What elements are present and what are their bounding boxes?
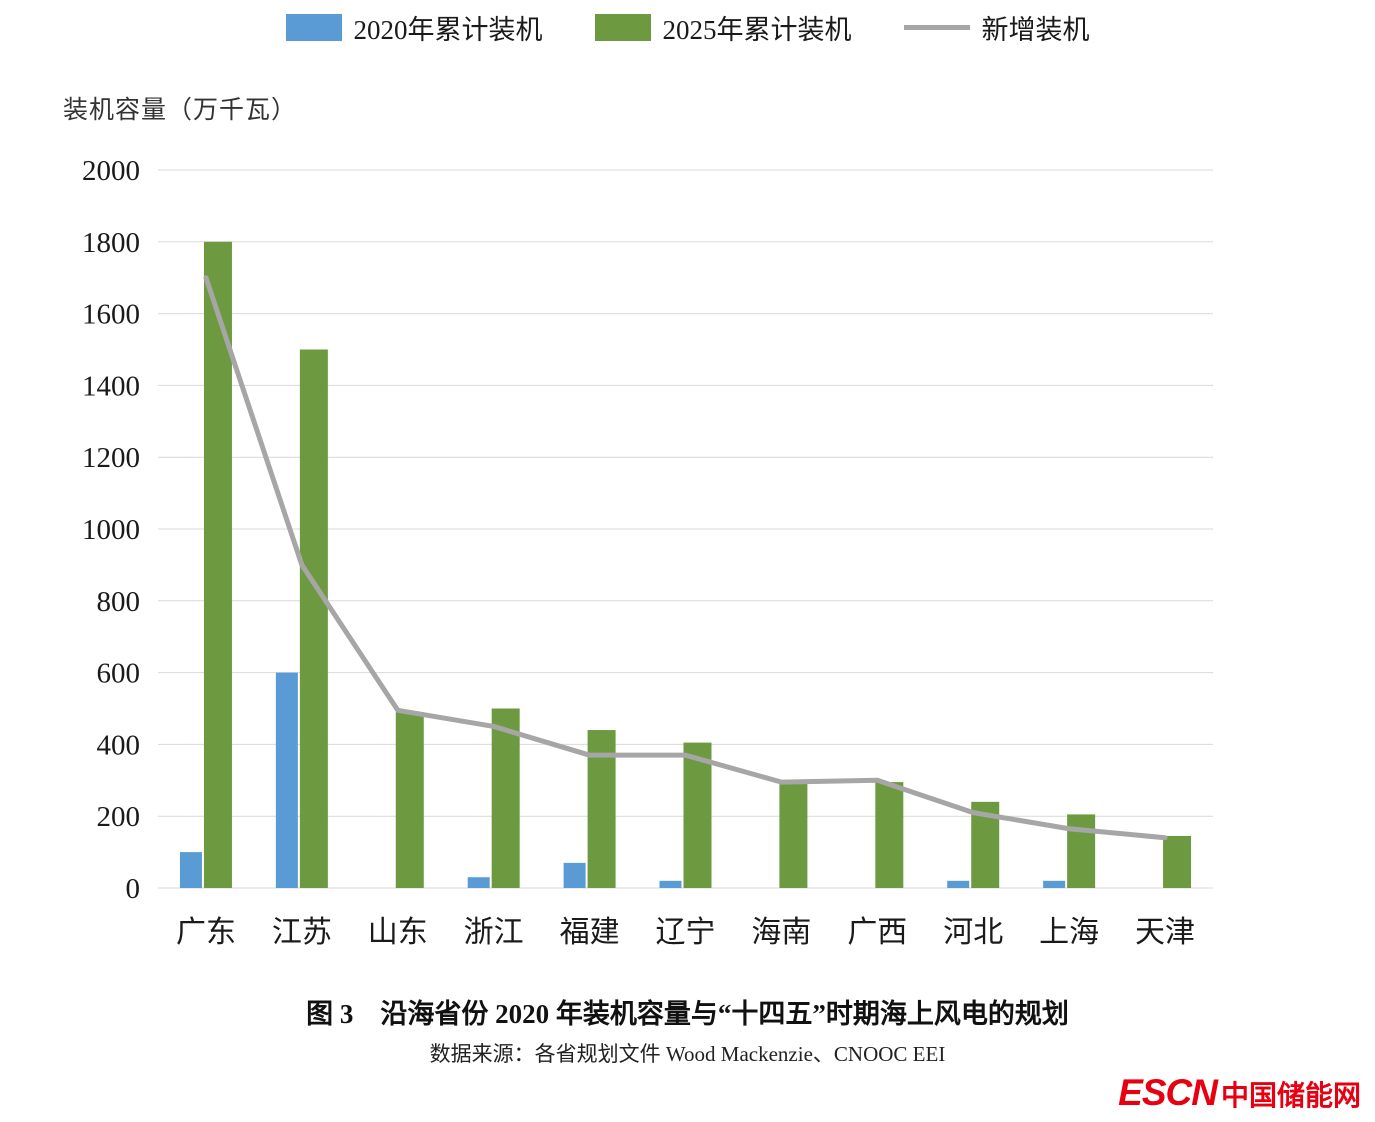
bar-2025年累计装机 [299,349,328,888]
x-axis-label: 海南 [751,916,811,949]
y-tick-label: 800 [97,586,141,618]
y-tick-label: 1600 [82,299,140,331]
logo-text-cn: 中国储能网 [1220,1080,1361,1111]
bar-2020年累计装机 [563,862,586,888]
legend-label-new: 新增装机 [981,15,1090,45]
y-tick-label: 2000 [82,155,140,187]
bar-2020年累计装机 [659,880,682,888]
legend-item-2025: 2025年累计装机 [594,8,852,47]
bar-2020年累计装机 [947,880,970,888]
escn-logo: ESCN 中国储能网 [1118,1072,1361,1114]
legend-swatch-2020 [285,14,342,41]
chart-plot: 0 200 400 600 800 1000 1200 1400 1600 1800 2000 广东 江… [82,155,1213,949]
x-axis-label: 福建 [560,916,620,949]
bar-2020年累计装机 [467,877,490,888]
x-axis-label: 辽宁 [656,916,716,949]
bar-2025年累计装机 [203,241,232,889]
bar-2025年累计装机 [1067,814,1096,888]
y-tick-label: 1000 [82,514,140,546]
legend-label-2025: 2025年累计装机 [662,15,852,45]
bar-2020年累计装机 [275,672,298,888]
logo-text-en: ESCN [1118,1072,1218,1113]
x-axis-label: 广东 [176,916,236,949]
bar-2025年累计装机 [683,742,712,888]
data-source: 数据来源：各省规划文件 Wood Mackenzie、CNOOC EEI [429,1042,946,1066]
y-tick-label: 200 [97,801,141,833]
x-axis-label: 上海 [1039,916,1099,949]
legend-item-new: 新增装机 [903,8,1090,47]
legend-swatch-2025 [594,14,651,41]
x-axis-label: 山东 [368,916,428,949]
x-axis-label: 广西 [847,916,907,949]
y-tick-label: 1800 [82,227,140,259]
bar-2020年累计装机 [1043,880,1066,888]
bar-2025年累计装机 [491,708,520,888]
bar-2020年累计装机 [179,852,202,888]
y-axis-title: 装机容量（万千瓦） [63,97,298,124]
figure-caption: 图 3 沿海省份 2020 年装机容量与“十四五”时期海上风电的规划 [306,999,1069,1029]
y-tick-label: 400 [97,729,141,761]
y-tick-label: 600 [97,658,141,690]
y-tick-label: 1400 [82,370,140,402]
bar-2025年累计装机 [875,782,904,888]
y-tick-label: 0 [126,873,141,905]
legend-label-2020: 2020年累计装机 [353,15,543,45]
x-axis-label: 河北 [943,916,1003,949]
legend-item-2020: 2020年累计装机 [285,8,543,47]
line-series-new-installed [203,275,1168,841]
legend-line-swatch [903,25,970,30]
chart-legend: 2020年累计装机 2025年累计装机 新增装机 [0,8,1375,47]
bar-2025年累计装机 [779,783,808,888]
bar-2025年累计装机 [395,712,424,888]
bar-2025年累计装机 [1163,835,1192,888]
x-axis-label: 天津 [1135,916,1195,949]
x-axis-label: 江苏 [272,916,332,949]
x-axis-label: 浙江 [464,916,524,949]
y-tick-label: 1200 [82,442,140,474]
